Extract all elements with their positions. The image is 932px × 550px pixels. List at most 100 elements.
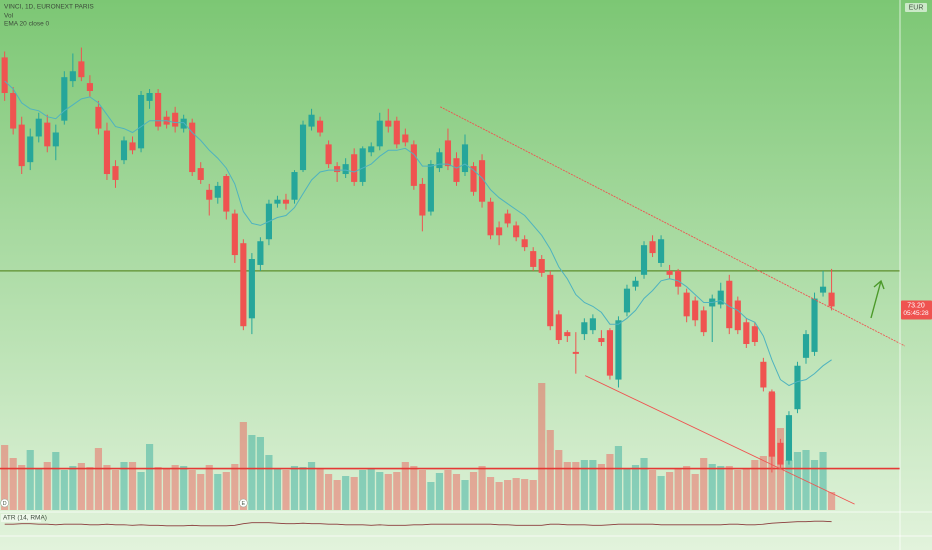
volume-bar: [486, 477, 495, 510]
candle-body: [180, 118, 187, 129]
candle-body: [103, 130, 111, 175]
volume-bar: [18, 465, 26, 510]
candle-body: [444, 140, 452, 167]
volume-bar: [538, 383, 546, 510]
candle-body: [385, 120, 392, 127]
volume-bar: [512, 478, 520, 510]
currency-box[interactable]: [905, 3, 927, 12]
candle-body: [572, 351, 579, 354]
volume-bar: [802, 450, 810, 510]
candle-body: [206, 189, 213, 200]
currency[interactable]: EUR: [909, 4, 924, 11]
volume-bar: [589, 460, 597, 510]
volume-bar: [307, 462, 316, 510]
volume-bar: [214, 474, 222, 510]
candle-body: [470, 166, 477, 192]
candle-body: [564, 332, 571, 337]
candle-body: [189, 122, 196, 173]
candle-body: [598, 338, 605, 343]
volume-bar: [52, 452, 60, 510]
volume-bar: [717, 466, 725, 510]
volume-bar: [495, 482, 503, 510]
volume-bar: [657, 476, 665, 510]
volume-bar: [674, 468, 682, 510]
volume-bar: [555, 450, 563, 510]
candle-body: [675, 270, 682, 287]
candle-body: [802, 334, 810, 358]
volume-bar: [819, 452, 827, 510]
candle-body: [351, 154, 358, 182]
candle-body: [734, 300, 741, 331]
volume-bar: [606, 454, 614, 510]
candle-body: [461, 144, 469, 173]
volume-bar: [563, 462, 571, 510]
candle-body: [214, 185, 221, 198]
candle-body: [649, 241, 656, 254]
volume-bar: [43, 462, 51, 510]
candle-body: [547, 274, 554, 327]
volume-bar: [120, 462, 128, 510]
volume-bar: [248, 435, 256, 510]
volume-bar: [94, 448, 103, 510]
candle-body: [589, 318, 596, 331]
volume-bar: [350, 477, 358, 510]
volume-bar: [197, 474, 205, 510]
volume-bar: [384, 474, 392, 510]
volume-bar: [452, 474, 461, 510]
volume-bar: [205, 465, 213, 510]
candle-body: [112, 166, 119, 180]
volume-bar: [572, 462, 580, 510]
volume-bar: [342, 476, 350, 510]
candle-body: [35, 118, 42, 137]
candle-body: [717, 290, 724, 305]
volume-bar: [376, 472, 384, 510]
candle-body: [623, 288, 631, 313]
candle-body: [52, 132, 59, 147]
candle-body: [410, 144, 417, 186]
symbol-title: VINCI, 1D, EURONEXT PARIS: [4, 4, 94, 11]
candle-body: [172, 112, 179, 127]
candle-body: [248, 259, 255, 319]
candle-body: [231, 213, 238, 256]
volume-bar: [316, 468, 324, 510]
candle-body: [291, 172, 298, 200]
candle-body: [606, 330, 613, 376]
candle-body: [819, 286, 827, 293]
candle-body: [137, 94, 145, 149]
event-marker: [239, 498, 248, 508]
volume-bar: [290, 466, 299, 510]
volume-bar: [418, 470, 426, 510]
volume-bar: [427, 482, 435, 510]
candle-body: [402, 134, 409, 143]
trend-line: [585, 375, 855, 505]
volume-bar: [128, 462, 137, 510]
candle-body: [658, 239, 665, 263]
volume-bar: [359, 470, 367, 510]
candle-body: [777, 442, 784, 465]
candle-body: [274, 199, 281, 204]
candle-body: [785, 415, 793, 461]
volume-bar: [9, 458, 17, 510]
volume-bar: [444, 470, 452, 510]
candle-body: [555, 314, 562, 341]
volume-bar: [273, 468, 282, 510]
candle-body: [760, 361, 767, 388]
atr-line: [4, 520, 832, 527]
candle-body: [334, 166, 341, 173]
candle-body: [427, 164, 434, 212]
candle-body: [436, 152, 443, 169]
candle-body: [146, 92, 153, 101]
event-marker-label: E: [242, 501, 246, 507]
candle-body: [496, 227, 503, 236]
countdown: 05:45:28: [903, 310, 929, 317]
trend-line: [440, 106, 906, 347]
volume-bar: [26, 450, 34, 510]
candle-body: [640, 245, 648, 275]
candle-body: [18, 124, 25, 167]
volume-bar: [648, 470, 657, 510]
volume-bar: [256, 437, 264, 510]
candle-body: [521, 239, 528, 248]
